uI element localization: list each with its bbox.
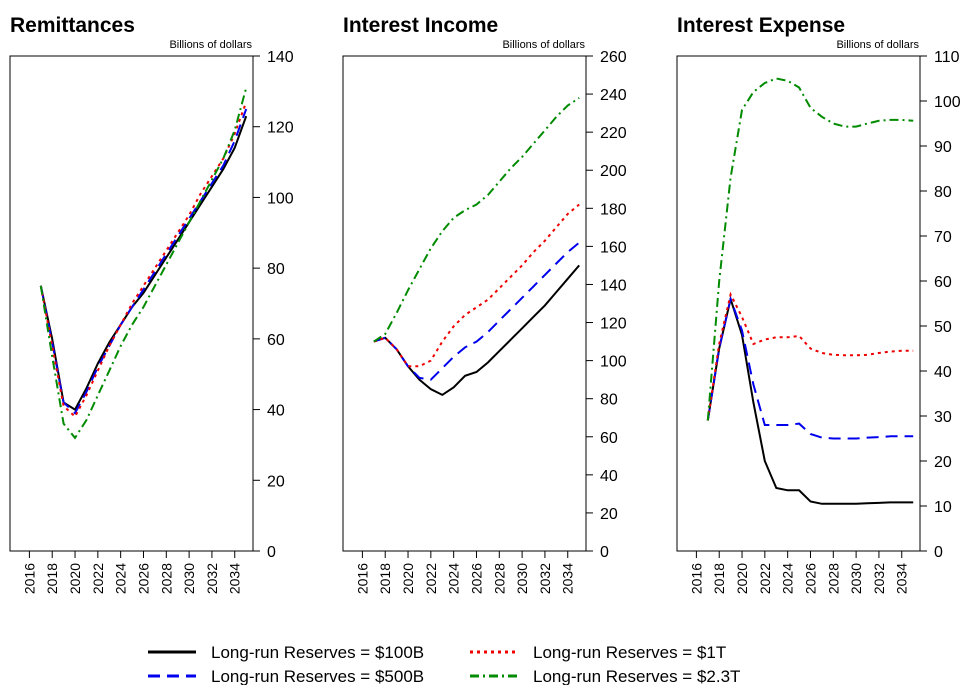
y-tick-label: 260 <box>600 49 627 66</box>
x-tick-label: 2020 <box>734 563 750 594</box>
y-axis-label: Billions of dollars <box>836 39 919 51</box>
plot-frame <box>342 55 587 552</box>
x-tick-label: 2028 <box>158 563 174 594</box>
plot-frame <box>9 55 254 552</box>
y-tick-label: 60 <box>600 430 618 447</box>
x-tick-label: 2032 <box>204 563 220 594</box>
y-tick-label: 80 <box>600 392 618 409</box>
series-line <box>706 295 914 505</box>
x-tick-label: 2028 <box>491 563 507 594</box>
legend-label: Long-run Reserves = $1T <box>533 643 726 662</box>
y-tick-label: 240 <box>600 87 627 104</box>
series-line <box>373 241 580 381</box>
y-tick-label: 20 <box>600 506 618 523</box>
x-tick-label: 2018 <box>711 563 727 594</box>
x-tick-label: 2022 <box>90 563 106 594</box>
legend-label: Long-run Reserves = $2.3T <box>533 667 740 685</box>
y-tick-label: 80 <box>267 261 285 278</box>
x-tick-label: 2034 <box>227 563 243 594</box>
series-line <box>706 77 914 421</box>
series-line <box>39 115 248 412</box>
x-tick-label: 2022 <box>423 563 439 594</box>
x-tick-label: 2016 <box>21 563 37 594</box>
x-tick-label: 2026 <box>802 563 818 594</box>
x-tick-label: 2016 <box>354 563 370 594</box>
x-tick-label: 2030 <box>514 563 530 594</box>
y-tick-label: 90 <box>934 139 952 156</box>
y-tick-label: 10 <box>934 499 952 516</box>
x-tick-label: 2024 <box>780 563 796 594</box>
y-tick-label: 110 <box>934 49 960 66</box>
series-line <box>706 291 914 421</box>
plot-frame <box>676 55 921 552</box>
series-line <box>373 203 580 368</box>
y-tick-label: 120 <box>600 316 627 333</box>
y-tick-label: 40 <box>267 403 285 420</box>
y-tick-label: 80 <box>934 184 952 201</box>
chart-title: Interest Income <box>343 14 498 37</box>
y-tick-label: 20 <box>267 473 285 490</box>
y-tick-label: 60 <box>934 274 952 291</box>
x-tick-label: 2016 <box>688 563 704 594</box>
series-line <box>373 264 580 397</box>
x-tick-label: 2032 <box>871 563 887 594</box>
y-tick-label: 30 <box>934 409 952 426</box>
x-tick-label: 2020 <box>67 563 83 594</box>
series-line <box>39 101 248 419</box>
y-tick-label: 50 <box>934 319 952 336</box>
y-tick-label: 40 <box>600 468 618 485</box>
x-tick-label: 2026 <box>135 563 151 594</box>
x-tick-label: 2030 <box>848 563 864 594</box>
x-tick-label: 2034 <box>560 563 576 594</box>
y-tick-label: 0 <box>934 544 943 561</box>
series-line <box>706 295 914 440</box>
x-tick-label: 2024 <box>446 563 462 594</box>
y-tick-label: 120 <box>267 120 294 137</box>
y-tick-label: 100 <box>934 94 961 111</box>
x-tick-label: 2030 <box>181 563 197 594</box>
chart-title: Interest Expense <box>677 14 845 37</box>
y-tick-label: 0 <box>600 544 609 561</box>
legend-label: Long-run Reserves = $100B <box>211 643 424 662</box>
series-line <box>39 108 248 415</box>
series-line <box>39 87 248 440</box>
y-tick-label: 140 <box>600 277 627 294</box>
y-tick-label: 0 <box>267 544 276 561</box>
x-tick-label: 2024 <box>113 563 129 594</box>
y-tick-label: 220 <box>600 125 627 142</box>
chart-title: Remittances <box>10 14 135 37</box>
y-tick-label: 20 <box>934 454 952 471</box>
y-tick-label: 160 <box>600 239 627 256</box>
y-tick-label: 100 <box>600 354 627 371</box>
x-tick-label: 2020 <box>400 563 416 594</box>
x-tick-label: 2018 <box>377 563 393 594</box>
x-tick-label: 2032 <box>537 563 553 594</box>
y-tick-label: 200 <box>600 163 627 180</box>
y-tick-label: 140 <box>267 49 294 66</box>
series-line <box>373 97 580 343</box>
y-axis-label: Billions of dollars <box>169 39 252 51</box>
legend-label: Long-run Reserves = $500B <box>211 667 424 685</box>
x-tick-label: 2028 <box>825 563 841 594</box>
y-tick-label: 70 <box>934 229 952 246</box>
x-tick-label: 2026 <box>468 563 484 594</box>
y-tick-label: 40 <box>934 364 952 381</box>
x-tick-label: 2018 <box>44 563 60 594</box>
x-tick-label: 2022 <box>757 563 773 594</box>
y-tick-label: 100 <box>267 190 294 207</box>
y-tick-label: 180 <box>600 201 627 218</box>
x-tick-label: 2034 <box>894 563 910 594</box>
y-tick-label: 60 <box>267 332 285 349</box>
y-axis-label: Billions of dollars <box>502 39 585 51</box>
